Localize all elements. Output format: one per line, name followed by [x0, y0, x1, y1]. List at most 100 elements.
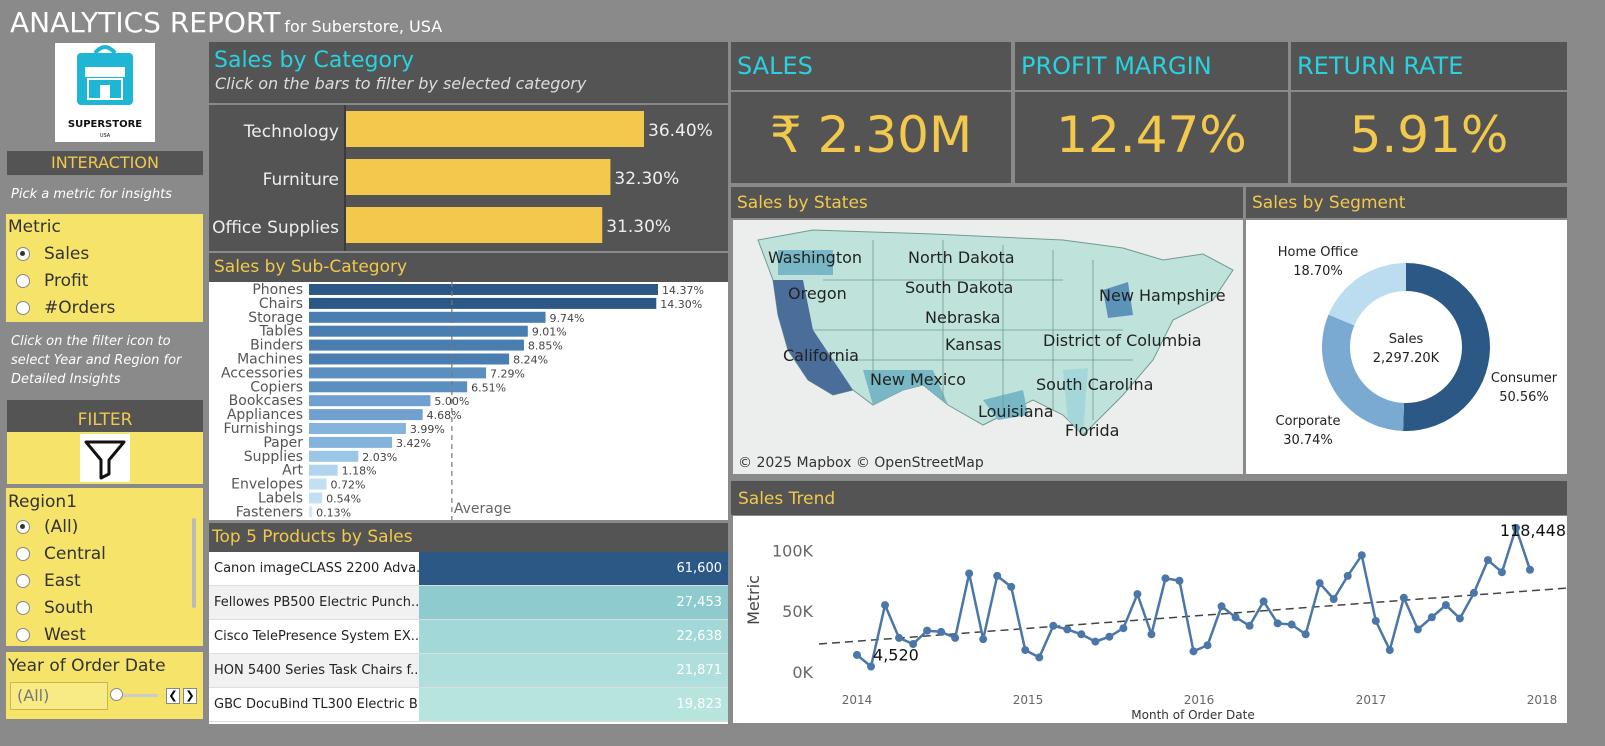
trend-point[interactable]	[1315, 579, 1324, 588]
trend-point[interactable]	[951, 633, 960, 642]
trend-point[interactable]	[1371, 616, 1380, 625]
subcat-bar[interactable]	[309, 381, 468, 393]
trend-point[interactable]	[1147, 630, 1156, 639]
trend-point[interactable]	[1231, 613, 1240, 622]
subcat-bar[interactable]	[309, 506, 313, 518]
trend-point[interactable]	[1497, 568, 1506, 577]
trend-point[interactable]	[1526, 565, 1534, 574]
year-slider-handle[interactable]	[110, 688, 123, 701]
trend-point[interactable]	[1189, 647, 1198, 656]
region-option-central[interactable]: Central	[6, 540, 203, 567]
trend-point[interactable]	[923, 626, 932, 635]
trend-point[interactable]	[1455, 614, 1464, 623]
trend-point[interactable]	[1259, 597, 1268, 606]
subcat-bar[interactable]	[309, 464, 338, 476]
trend-point[interactable]	[1329, 595, 1338, 603]
region-option-west[interactable]: West	[6, 621, 203, 646]
trend-point[interactable]	[1217, 602, 1226, 611]
trend-point[interactable]	[909, 640, 918, 649]
segment-slice[interactable]	[1403, 263, 1490, 431]
trend-point[interactable]	[1105, 632, 1114, 641]
trend-point[interactable]	[1091, 637, 1100, 646]
filter-button[interactable]	[80, 434, 130, 482]
funnel-icon[interactable]	[80, 434, 130, 482]
metric-option-sales[interactable]: Sales	[6, 240, 203, 267]
trend-point[interactable]	[1469, 588, 1478, 597]
table-row[interactable]: Canon imageCLASS 2200 Adva.. 61,600	[209, 552, 728, 586]
trend-point[interactable]	[853, 650, 861, 659]
chevron-left-icon[interactable]: ❮	[166, 688, 180, 704]
trend-point[interactable]	[1413, 625, 1422, 634]
subcat-bar[interactable]	[309, 423, 406, 434]
metric-option-orders[interactable]: #Orders	[6, 294, 203, 321]
trend-point[interactable]	[1021, 646, 1030, 655]
subcat-bar[interactable]	[309, 367, 487, 379]
radio-icon[interactable]	[16, 273, 30, 288]
region-option-east[interactable]: East	[6, 567, 203, 594]
radio-icon[interactable]	[16, 300, 30, 315]
subcat-bar[interactable]	[309, 492, 323, 504]
subcat-bar[interactable]	[309, 284, 658, 295]
radio-icon[interactable]	[16, 627, 30, 642]
trend-point[interactable]	[1343, 571, 1352, 580]
trend-point[interactable]	[1049, 621, 1058, 630]
trend-point[interactable]	[1357, 551, 1366, 560]
trend-point[interactable]	[1161, 574, 1170, 583]
trend-point[interactable]	[1245, 621, 1254, 630]
region-scrollbar[interactable]	[192, 518, 196, 608]
subcat-bar[interactable]	[309, 339, 524, 351]
trend-point[interactable]	[1511, 523, 1520, 532]
subcat-bar[interactable]	[309, 297, 657, 309]
radio-selected-icon[interactable]	[16, 246, 30, 261]
trend-point[interactable]	[1441, 601, 1450, 610]
table-row[interactable]: Fellowes PB500 Electric Punch.. 27,453	[209, 586, 728, 620]
trend-point[interactable]	[1399, 593, 1408, 602]
trend-point[interactable]	[1175, 576, 1184, 585]
subcat-bar[interactable]	[309, 395, 431, 407]
trend-point[interactable]	[1385, 646, 1394, 655]
metric-option-profit[interactable]: Profit	[6, 267, 203, 294]
subcat-bar[interactable]	[309, 409, 423, 421]
table-row[interactable]: Cisco TelePresence System EX.. 22,638	[209, 620, 728, 654]
radio-icon[interactable]	[16, 546, 30, 561]
subcat-bar[interactable]	[309, 478, 327, 490]
trend-point[interactable]	[1007, 582, 1016, 591]
subcat-bar[interactable]	[309, 325, 528, 337]
radio-icon[interactable]	[16, 573, 30, 588]
trend-point[interactable]	[1035, 653, 1044, 662]
trend-point[interactable]	[1203, 641, 1212, 650]
us-map[interactable]: © 2025 Mapbox © OpenStreetMap	[733, 220, 1243, 474]
trend-point[interactable]	[1301, 630, 1310, 639]
trend-point[interactable]	[895, 633, 904, 642]
trend-point[interactable]	[1077, 630, 1086, 639]
radio-selected-icon[interactable]	[16, 519, 30, 534]
segment-slice[interactable]	[1328, 263, 1406, 326]
table-row[interactable]: HON 5400 Series Task Chairs f.. 21,871	[209, 654, 728, 688]
trend-point[interactable]	[881, 601, 890, 610]
year-input[interactable]: (All)	[10, 682, 108, 710]
table-row[interactable]: GBC DocuBind TL300 Electric B.. 19,823	[209, 688, 728, 722]
category-bar[interactable]	[346, 159, 611, 195]
trend-point[interactable]	[1273, 619, 1282, 628]
subcat-bar[interactable]	[309, 311, 546, 323]
trend-point[interactable]	[1133, 590, 1142, 599]
trend-point[interactable]	[965, 569, 974, 578]
subcat-bar[interactable]	[309, 436, 393, 448]
subcat-bar[interactable]	[309, 450, 359, 462]
trend-point[interactable]	[1063, 625, 1072, 634]
trend-point[interactable]	[1483, 556, 1492, 565]
radio-icon[interactable]	[16, 600, 30, 615]
trend-point[interactable]	[979, 635, 988, 644]
category-bar[interactable]	[346, 111, 644, 147]
region-option-all[interactable]: (All)	[6, 513, 203, 540]
segment-slice[interactable]	[1322, 314, 1405, 431]
trend-point[interactable]	[1287, 620, 1296, 629]
subcat-bar[interactable]	[309, 353, 510, 365]
region-option-south[interactable]: South	[6, 594, 203, 621]
trend-point[interactable]	[867, 662, 876, 671]
trend-point[interactable]	[1119, 624, 1128, 633]
chevron-right-icon[interactable]: ❯	[183, 688, 197, 704]
year-slider-track[interactable]	[114, 694, 158, 697]
trend-point[interactable]	[993, 571, 1002, 580]
trend-point[interactable]	[937, 627, 946, 636]
